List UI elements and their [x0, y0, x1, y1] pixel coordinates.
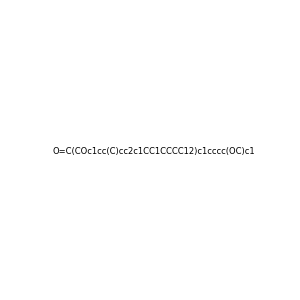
Text: O=C(COc1cc(C)cc2c1CC1CCCC12)c1cccc(OC)c1: O=C(COc1cc(C)cc2c1CC1CCCC12)c1cccc(OC)c1 — [52, 147, 255, 156]
